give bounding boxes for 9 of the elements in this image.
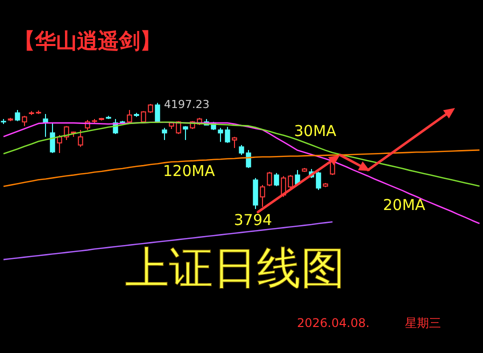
annotation: 3794 [234, 211, 272, 229]
text: 上证日线图 [125, 243, 345, 294]
annotation: 2026.04.08. [297, 316, 370, 330]
annotation: 【华山逍遥剑】 [14, 29, 161, 53]
series-label: 120MA [163, 162, 216, 180]
annotation: 星期三 [405, 316, 441, 330]
series-label: 20MA [383, 196, 426, 214]
annotation: 4197.23 [164, 98, 210, 111]
series-label: 30MA [294, 122, 338, 140]
